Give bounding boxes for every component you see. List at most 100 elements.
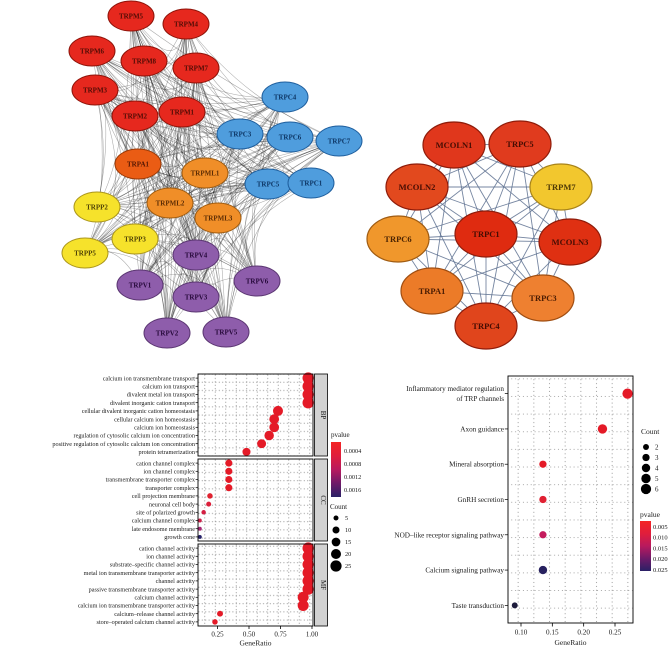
network-node-TRPV3: TRPV3 bbox=[172, 281, 220, 313]
node-label-TRPM2: TRPM2 bbox=[123, 112, 148, 120]
kegg-x-axis: 0.10 0.15 0.20 0.25 GeneRatio bbox=[515, 623, 622, 647]
network-node-TRPC3: TRPC3 bbox=[216, 118, 264, 150]
go-term-label: transporter complex bbox=[145, 485, 196, 492]
trp-network-svg: TRPM5 TRPM4 TRPM6 TRPM8 TRPM7 TRPM3 TRPM2 TRPM1… bbox=[61, 0, 363, 349]
hub-node-TRPC5: TRPC5 bbox=[488, 120, 552, 168]
node-label-TRPC4: TRPC4 bbox=[472, 321, 500, 331]
kegg-term-label: Calcium signaling pathway bbox=[425, 567, 504, 575]
pvalue-tick-label: 0.005 bbox=[653, 524, 668, 531]
network-edge bbox=[134, 67, 197, 240]
go-dot bbox=[302, 575, 314, 587]
go-term-label: calcium ion homeostasis bbox=[134, 425, 195, 432]
hub-network-edge bbox=[485, 186, 562, 327]
network-node-TRPC1: TRPC1 bbox=[287, 167, 335, 199]
panel-border bbox=[507, 375, 634, 624]
network-node-TRPML2: TRPML2 bbox=[146, 187, 194, 219]
pvalue-colorbar bbox=[640, 521, 651, 571]
x-tick-label: 0.20 bbox=[577, 629, 590, 637]
network-edge bbox=[143, 60, 197, 256]
go-dot bbox=[297, 600, 309, 611]
network-edge bbox=[134, 115, 146, 286]
pvalue-colorbar bbox=[331, 442, 341, 497]
go-dot bbox=[302, 388, 314, 401]
hub-node-MCOLN1: MCOLN1 bbox=[422, 121, 486, 169]
node-ellipse-TRPC1 bbox=[454, 210, 518, 258]
network-edge bbox=[96, 60, 150, 208]
pvalue-tick-label: 0.0016 bbox=[344, 487, 361, 494]
node-label-TRPV1: TRPV1 bbox=[129, 281, 152, 289]
network-edge bbox=[84, 140, 340, 254]
hub-network-edge bbox=[416, 186, 487, 327]
network-node-TRPV5: TRPV5 bbox=[202, 316, 250, 348]
network-edge bbox=[94, 89, 258, 282]
count-legend-label: 2 bbox=[655, 443, 659, 451]
network-edge bbox=[181, 111, 258, 282]
network-node-TRPP3: TRPP3 bbox=[111, 223, 159, 255]
network-edge bbox=[195, 140, 340, 298]
node-label-MCOLN3: MCOLN3 bbox=[552, 237, 589, 247]
x-tick-label: 0.50 bbox=[243, 631, 256, 639]
count-legend-label: 15 bbox=[345, 539, 351, 546]
node-label-TRPC1: TRPC1 bbox=[472, 229, 499, 239]
pvalue-tick-label: 0.0008 bbox=[344, 461, 361, 468]
network-node-TRPML1: TRPML1 bbox=[181, 157, 229, 189]
facet-BP: calcium ion transmembrane transport calci… bbox=[52, 372, 328, 457]
network-edge bbox=[195, 67, 258, 282]
kegg-dot bbox=[597, 424, 608, 434]
panel-grid-v bbox=[508, 376, 633, 623]
hub-node-MCOLN3: MCOLN3 bbox=[538, 218, 602, 266]
node-ellipse-TRPP3 bbox=[111, 223, 159, 255]
network-edge bbox=[94, 89, 219, 219]
network-node-TRPM3: TRPM3 bbox=[71, 74, 119, 106]
node-label-TRPC6: TRPC6 bbox=[384, 234, 411, 244]
go-dot bbox=[257, 439, 267, 449]
pvalue-tick-label: 0.0004 bbox=[344, 448, 362, 455]
node-label-TRPV2: TRPV2 bbox=[156, 329, 179, 337]
node-ellipse-TRPV5 bbox=[202, 316, 250, 348]
go-term-label: calcium ion transmembrane transporter ac… bbox=[78, 603, 196, 610]
facet-border bbox=[197, 373, 314, 457]
node-label-TRPA1: TRPA1 bbox=[127, 160, 150, 168]
go-term-label: cellular divalent inorganic cation homeo… bbox=[82, 408, 196, 415]
node-ellipse-TRPP2 bbox=[73, 191, 121, 223]
node-label-TRPM4: TRPM4 bbox=[174, 20, 199, 28]
go-pvalue-legend: pvalue 0.0004 0.0008 0.0012 0.0016 bbox=[331, 431, 362, 497]
node-ellipse-TRPM1 bbox=[158, 96, 206, 128]
facet-CC: cation channel complex ion channel comple… bbox=[106, 458, 328, 542]
hub-node-TRPC6: TRPC6 bbox=[366, 215, 430, 263]
kegg-term-label: Mineral absorption bbox=[449, 461, 504, 469]
go-term-label: cation channel activity bbox=[139, 545, 196, 552]
hub-node-TRPC4: TRPC4 bbox=[454, 302, 518, 350]
hub-network-edge bbox=[431, 144, 455, 292]
hub-network-svg: MCOLN1 TRPC5 TRPM7 MCOLN3 TRPC3 TRPC4 TRPA1 TRP… bbox=[366, 120, 602, 350]
network-node-TRPM7: TRPM7 bbox=[172, 52, 220, 84]
go-term-label: cellular calcium ion homeostasis bbox=[114, 416, 196, 423]
node-ellipse-TRPC6 bbox=[366, 215, 430, 263]
node-label-MCOLN2: MCOLN2 bbox=[399, 182, 436, 192]
kegg-dot bbox=[539, 460, 547, 468]
network-edge bbox=[134, 115, 168, 334]
x-tick-label: 0.25 bbox=[211, 631, 224, 639]
node-label-TRPM6: TRPM6 bbox=[80, 47, 105, 55]
network-edge bbox=[137, 163, 197, 298]
network-edge bbox=[130, 15, 206, 174]
node-label-TRPC6: TRPC6 bbox=[279, 133, 302, 141]
node-label-TRPM7: TRPM7 bbox=[546, 182, 576, 192]
facet-grid-v bbox=[198, 374, 313, 456]
go-term-label: calcium ion transport bbox=[142, 384, 195, 391]
count-legend-label: 5 bbox=[345, 515, 348, 522]
go-dot bbox=[212, 619, 218, 625]
go-term-label: protein tetramerization bbox=[138, 449, 195, 456]
count-legend-dot bbox=[331, 537, 341, 547]
node-ellipse-TRPV6 bbox=[233, 265, 281, 297]
count-legend-dot bbox=[641, 473, 651, 484]
go-term-label: ion channel activity bbox=[146, 554, 196, 561]
node-ellipse-TRPV2 bbox=[143, 317, 191, 349]
go-dot bbox=[197, 518, 202, 523]
network-edge bbox=[143, 60, 269, 185]
node-label-TRPP2: TRPP2 bbox=[86, 203, 108, 211]
node-label-TRPV3: TRPV3 bbox=[185, 293, 208, 301]
count-legend-dot bbox=[642, 453, 650, 462]
node-label-TRPML3: TRPML3 bbox=[204, 214, 233, 222]
node-ellipse-TRPM4 bbox=[162, 8, 210, 40]
